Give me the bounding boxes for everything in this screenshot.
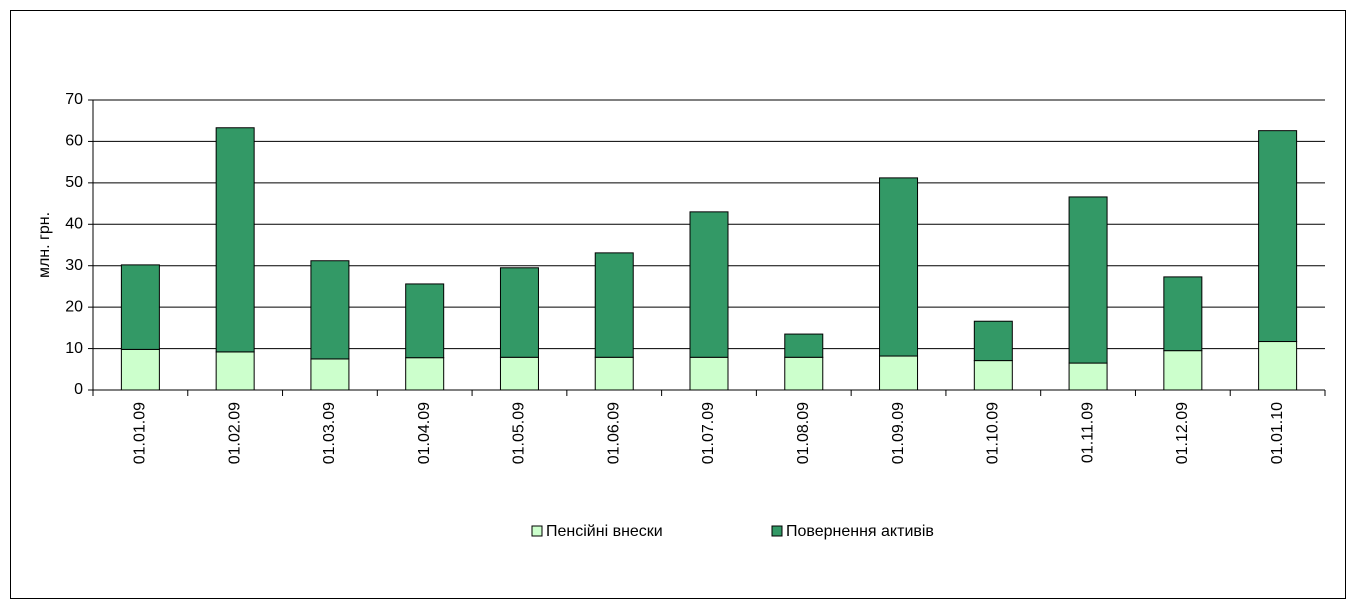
bar-segment	[689, 211, 729, 358]
x-tick-label: 01.07.09	[700, 402, 717, 464]
y-tick-label: 40	[65, 216, 83, 233]
bar-segment	[1163, 276, 1203, 352]
x-tick-label: 01.08.09	[795, 402, 812, 464]
bar-segment	[499, 356, 539, 391]
y-axis-label: млн. грн.	[36, 212, 53, 278]
y-tick-label: 70	[65, 91, 83, 108]
y-tick-label: 60	[65, 133, 83, 150]
y-tick-label: 30	[65, 257, 83, 274]
bar-segment	[1258, 130, 1298, 343]
y-tick-label: 0	[74, 381, 83, 398]
bar-segment	[879, 355, 919, 391]
bar-segment	[1068, 196, 1108, 364]
bar-segment	[973, 360, 1013, 391]
x-tick-label: 01.01.10	[1269, 402, 1286, 464]
bar-segment	[405, 357, 445, 391]
bar-segment	[784, 356, 824, 391]
x-tick-label: 01.02.09	[226, 402, 243, 464]
x-tick-label: 01.06.09	[605, 402, 622, 464]
legend-swatch	[771, 525, 783, 537]
x-tick-label: 01.10.09	[985, 402, 1002, 464]
bar-segment	[1258, 341, 1298, 391]
bar-segment	[499, 267, 539, 358]
bar-segment	[215, 351, 255, 391]
bar-segment	[120, 264, 160, 350]
bar-segment	[973, 320, 1013, 362]
bar-segment	[594, 356, 634, 391]
x-tick-label: 01.12.09	[1174, 402, 1191, 464]
x-tick-label: 01.11.09	[1079, 402, 1096, 463]
bar-segment	[215, 127, 255, 353]
bar-segment	[310, 358, 350, 391]
chart-frame	[10, 10, 1346, 599]
bar-segment	[310, 260, 350, 360]
bar-segment	[120, 348, 160, 391]
x-tick-label: 01.04.09	[416, 402, 433, 464]
y-tick-label: 10	[65, 340, 83, 357]
x-tick-label: 01.01.09	[132, 402, 149, 464]
y-tick-label: 20	[65, 298, 83, 315]
bar-segment	[594, 252, 634, 358]
bar-segment	[1163, 350, 1203, 391]
x-tick-label: 01.03.09	[321, 402, 338, 464]
y-tick-label: 50	[65, 174, 83, 191]
bar-segment	[1068, 362, 1108, 391]
bar-segment	[879, 177, 919, 357]
legend-swatch	[531, 525, 543, 537]
bar-segment	[784, 333, 824, 358]
legend-label: Пенсійні внески	[546, 523, 663, 540]
bar-segment	[405, 283, 445, 359]
bar-segment	[689, 356, 729, 391]
legend-label: Повернення активів	[786, 523, 934, 540]
x-tick-label: 01.05.09	[511, 402, 528, 464]
x-tick-label: 01.09.09	[890, 402, 907, 464]
